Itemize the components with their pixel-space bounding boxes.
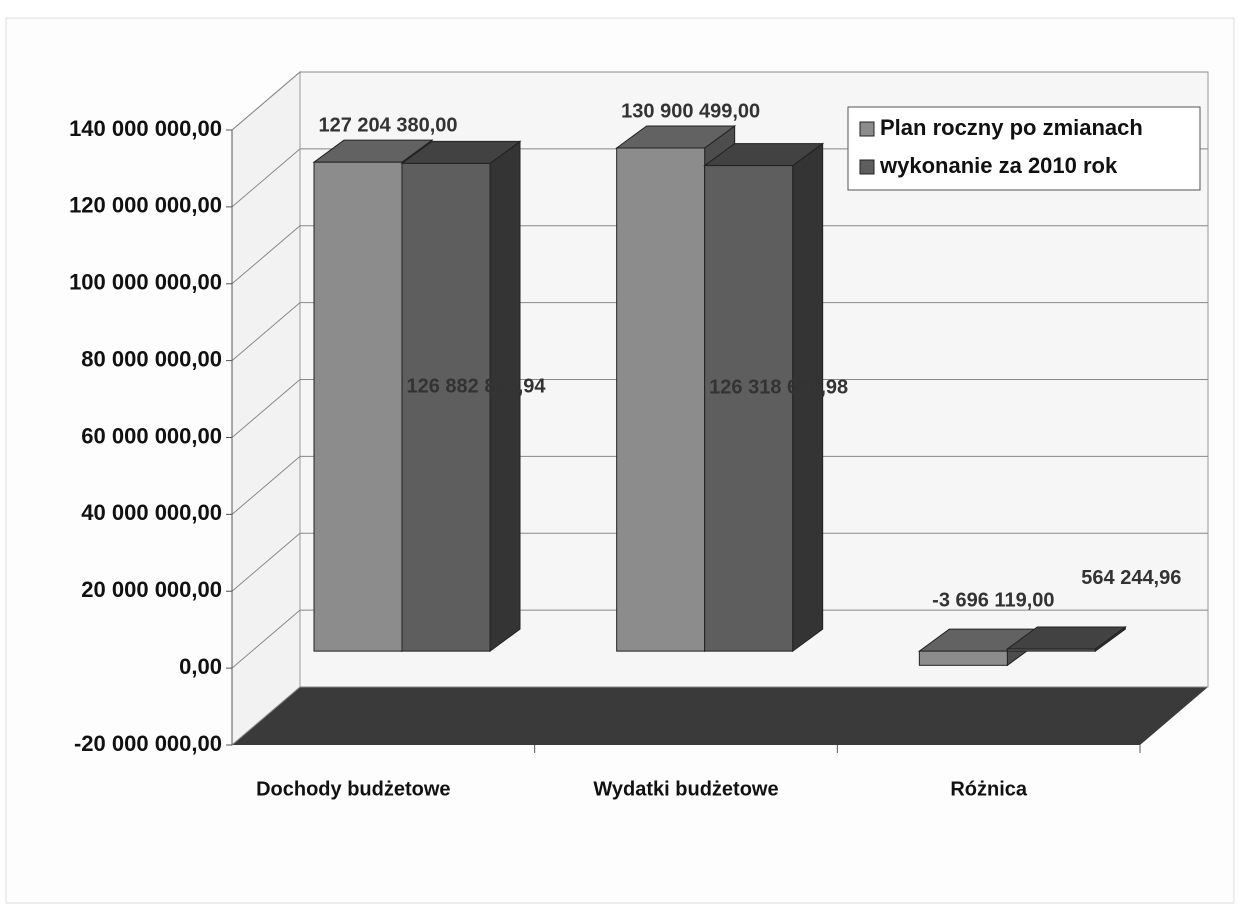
legend-swatch — [859, 159, 875, 175]
y-tick-label: 40 000 000,00 — [81, 500, 222, 525]
y-tick-label: 140 000 000,00 — [69, 116, 222, 141]
y-tick-label: 100 000 000,00 — [69, 270, 222, 295]
legend-label: wykonanie za 2010 rok — [879, 153, 1118, 178]
legend-swatch — [859, 121, 875, 137]
value-label: 564 244,96 — [1081, 567, 1181, 589]
floor — [232, 687, 1208, 745]
x-tick-label: Wydatki budżetowe — [593, 778, 778, 800]
value-label: 130 900 499,00 — [621, 100, 760, 122]
y-tick-label: 0,00 — [179, 654, 222, 679]
bar — [1006, 648, 1096, 652]
grid-line — [231, 225, 1208, 285]
value-label: -3 696 119,00 — [932, 589, 1054, 611]
value-label: 126 882 883,94 — [406, 376, 546, 398]
bar — [616, 147, 706, 652]
bar — [313, 161, 403, 652]
x-tick-label: Dochody budżetowe — [256, 778, 450, 800]
legend-label: Plan roczny po zmianach — [880, 115, 1143, 140]
value-label: 126 318 638,98 — [709, 377, 848, 399]
value-label: 127 204 380,00 — [318, 114, 457, 136]
grid-line — [231, 686, 1208, 746]
grid-line — [231, 71, 1208, 131]
y-tick-label: 80 000 000,00 — [81, 346, 222, 371]
y-tick-label: -20 000 000,00 — [74, 731, 222, 756]
grid-line — [231, 379, 1208, 438]
legend-box — [847, 106, 1201, 191]
grid-line — [231, 302, 1208, 362]
y-tick-label: 120 000 000,00 — [69, 193, 222, 218]
grid-line — [231, 532, 1208, 592]
bar — [401, 162, 491, 652]
grid-line — [231, 455, 1208, 515]
y-tick-label: 20 000 000,00 — [81, 577, 222, 602]
grid-line — [231, 609, 1208, 669]
bar — [704, 165, 794, 652]
bar — [918, 650, 1008, 666]
x-tick-label: Różnica — [950, 778, 1028, 800]
y-tick-label: 60 000 000,00 — [81, 423, 222, 448]
